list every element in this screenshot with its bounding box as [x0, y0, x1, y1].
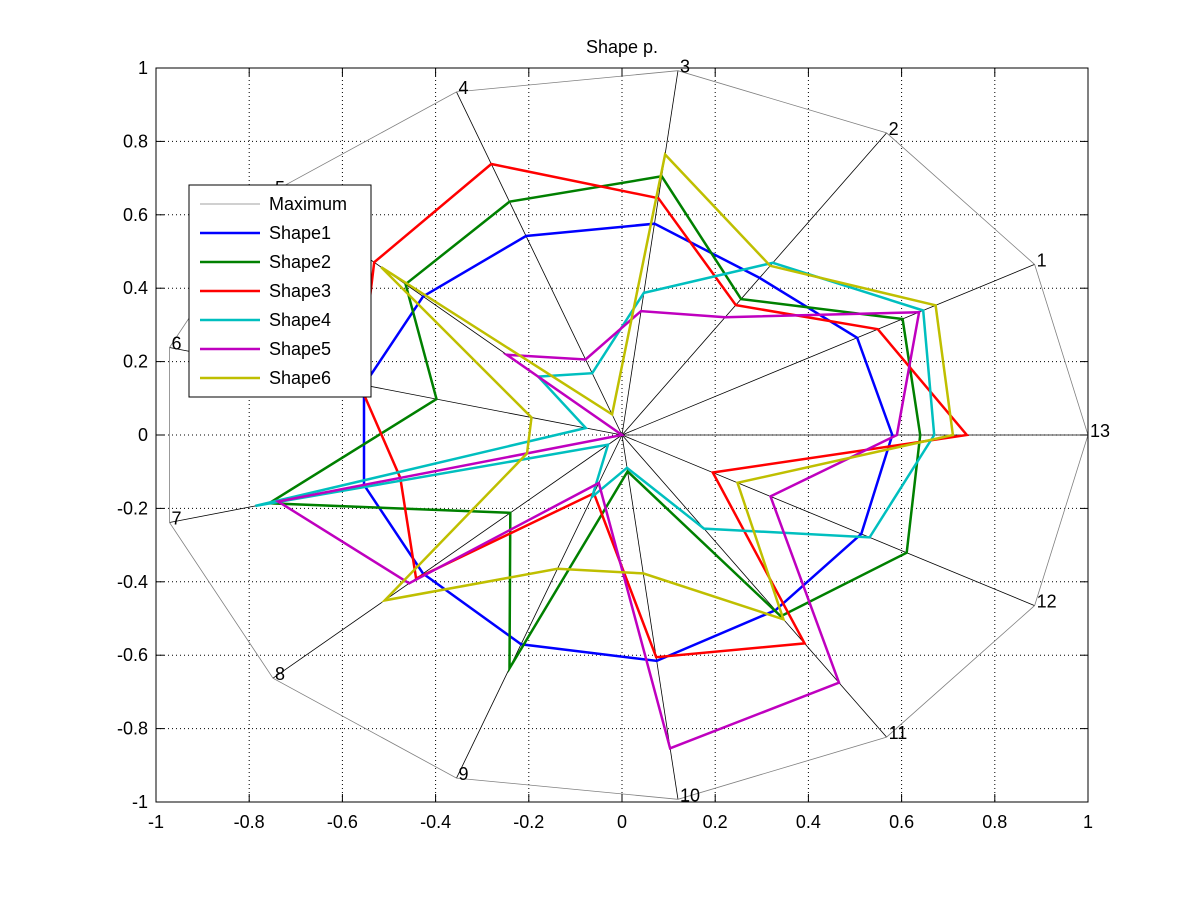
legend-label-shape2: Shape2	[269, 252, 331, 272]
radar-spoke	[621, 434, 1035, 606]
y-tick-label: -1	[132, 792, 148, 812]
legend-label-maximum: Maximum	[269, 194, 347, 214]
x-tick-label: 0.2	[703, 812, 728, 832]
y-tick-label: 0.4	[123, 278, 148, 298]
x-tick-label: -0.2	[513, 812, 544, 832]
x-tick-label: 1	[1083, 812, 1093, 832]
x-tick-label: 0.8	[982, 812, 1007, 832]
legend-label-shape6: Shape6	[269, 368, 331, 388]
legend-label-shape3: Shape3	[269, 281, 331, 301]
series-line-shape6	[380, 151, 955, 622]
legend-label-shape4: Shape4	[269, 310, 331, 330]
spoke-label: 3	[680, 57, 690, 77]
y-tick-label: 0.8	[123, 131, 148, 151]
spoke-label: 11	[889, 723, 908, 743]
x-tick-label: 0.4	[796, 812, 821, 832]
spoke-label: 4	[459, 78, 469, 98]
spoke-label: 1	[1037, 250, 1047, 270]
radar-spoke	[272, 434, 623, 679]
chart-title: Shape p.	[586, 37, 658, 57]
y-tick-label: -0.6	[117, 645, 148, 665]
axis-ticks: -1 -0.8 -0.6 -0.4 -0.2 0 0.2 0.4 0.6 0.8 1 -1 -0.8 -0…	[117, 58, 1093, 832]
y-tick-label: 0.6	[123, 205, 148, 225]
radar-spoke	[621, 434, 887, 738]
series-line-shape3	[358, 162, 970, 659]
y-tick-label: -0.4	[117, 572, 148, 592]
spoke-label: 8	[275, 664, 285, 684]
x-tick-label: -0.6	[327, 812, 358, 832]
radar-spoke	[621, 132, 887, 436]
x-tick-label: -0.4	[420, 812, 451, 832]
spoke-label: 2	[889, 119, 899, 139]
series-line-shape1	[362, 222, 894, 663]
x-tick-label: -1	[148, 812, 164, 832]
series-line-shape2	[264, 174, 922, 673]
spoke-label: 9	[459, 764, 469, 784]
y-tick-label: -0.2	[117, 498, 148, 518]
spoke-label: 6	[171, 333, 181, 353]
radar-spoke	[621, 264, 1035, 436]
y-tick-label: 0.2	[123, 352, 148, 372]
spoke-label: 12	[1037, 592, 1057, 612]
radar-spoke	[621, 70, 679, 436]
y-tick-label: -0.8	[117, 719, 148, 739]
legend: Maximum Shape1 Shape2 Shape3 Shape4 Shape5 Sha…	[188, 184, 372, 398]
x-tick-label: 0.6	[889, 812, 914, 832]
spoke-label: 13	[1090, 421, 1110, 441]
data-series	[169, 70, 1089, 800]
legend-label-shape1: Shape1	[269, 223, 331, 243]
series-line-maximum	[169, 70, 1089, 800]
y-tick-label: 0	[138, 425, 148, 445]
legend-label-shape5: Shape5	[269, 339, 331, 359]
x-tick-label: -0.8	[234, 812, 265, 832]
x-tick-label: 0	[617, 812, 627, 832]
radar-spoke	[456, 91, 623, 436]
spoke-label: 10	[680, 785, 700, 805]
y-tick-label: 1	[138, 58, 148, 78]
spoke-label: 7	[171, 509, 181, 529]
